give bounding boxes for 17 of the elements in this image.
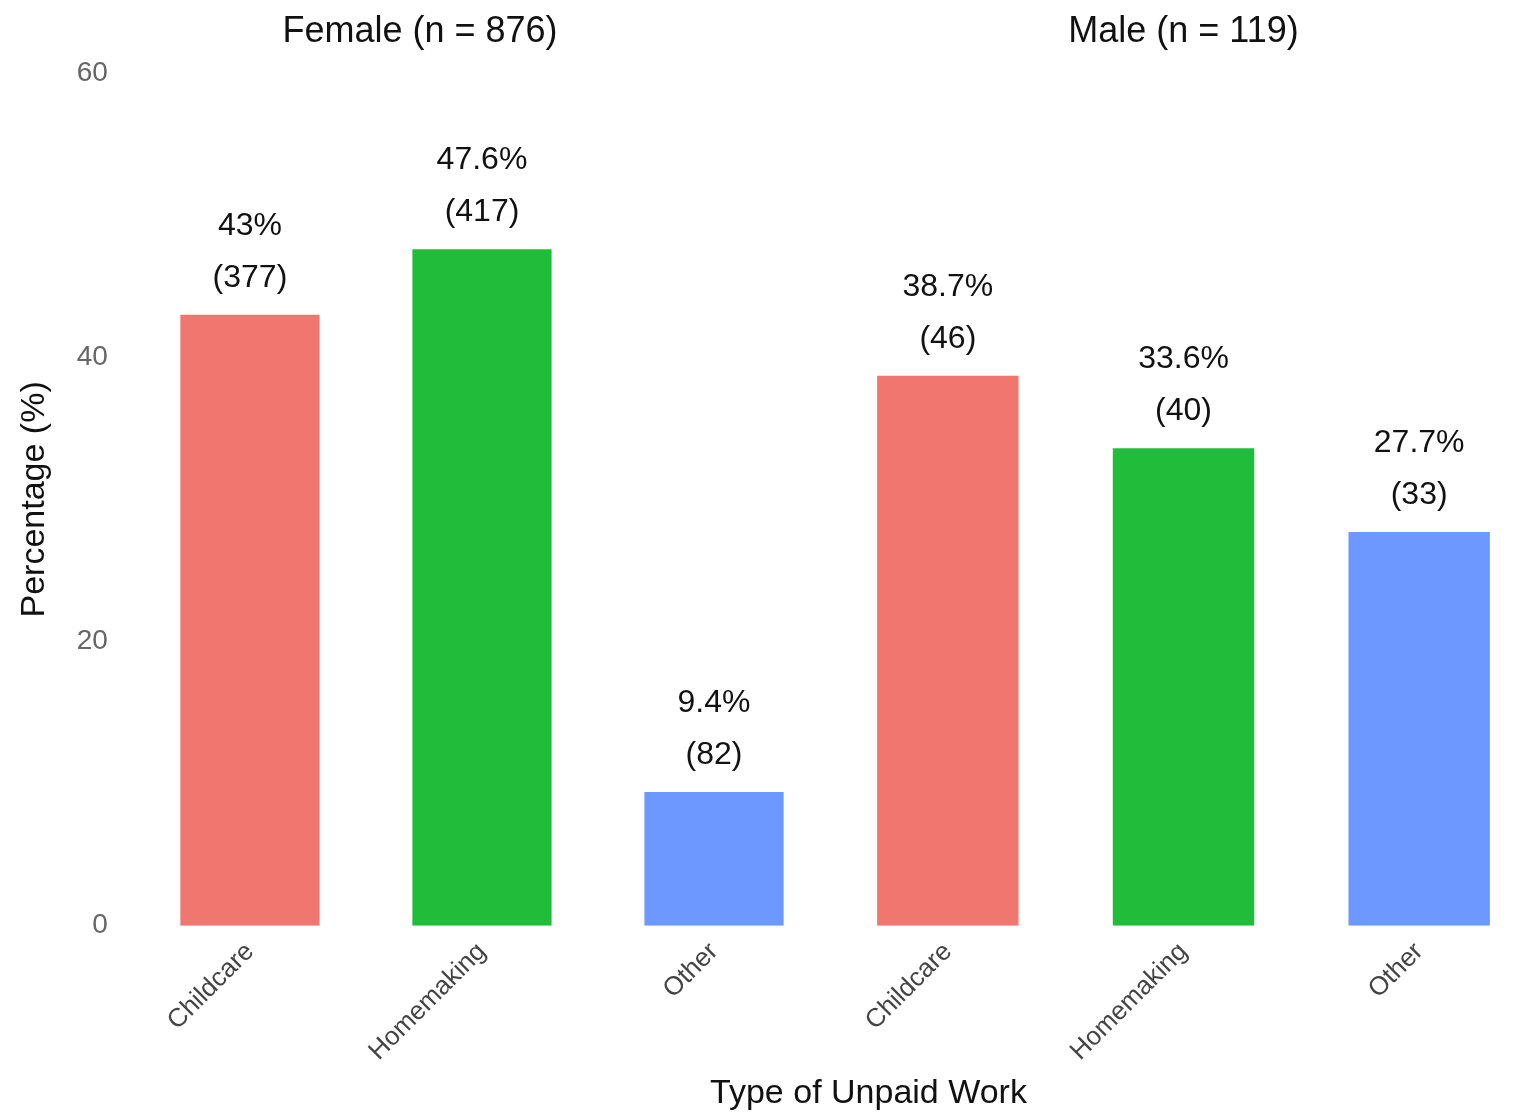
data-label: 9.4% (82) bbox=[677, 683, 751, 772]
data-label: 47.6% (417) bbox=[436, 140, 528, 229]
data-label: 27.7% (33) bbox=[1373, 423, 1465, 512]
bar bbox=[644, 792, 784, 926]
data-label: 38.7% (46) bbox=[902, 266, 994, 355]
chart-title: Female (n = 876) bbox=[282, 8, 558, 50]
bar bbox=[180, 314, 320, 926]
y-tick-label: 20 bbox=[76, 624, 108, 656]
data-label: 33.6% (40) bbox=[1138, 339, 1229, 428]
x-axis-title: Type of Unpaid Work bbox=[709, 1072, 1028, 1111]
bar bbox=[412, 249, 552, 926]
y-tick-label: 40 bbox=[76, 340, 108, 372]
y-axis-title: Percentage (%) bbox=[12, 381, 51, 618]
y-tick-label: 60 bbox=[76, 55, 108, 87]
y-tick-label: 0 bbox=[92, 908, 108, 940]
data-label: 43% (377) bbox=[212, 205, 288, 294]
chart-title: Male (n = 119) bbox=[1068, 8, 1299, 50]
